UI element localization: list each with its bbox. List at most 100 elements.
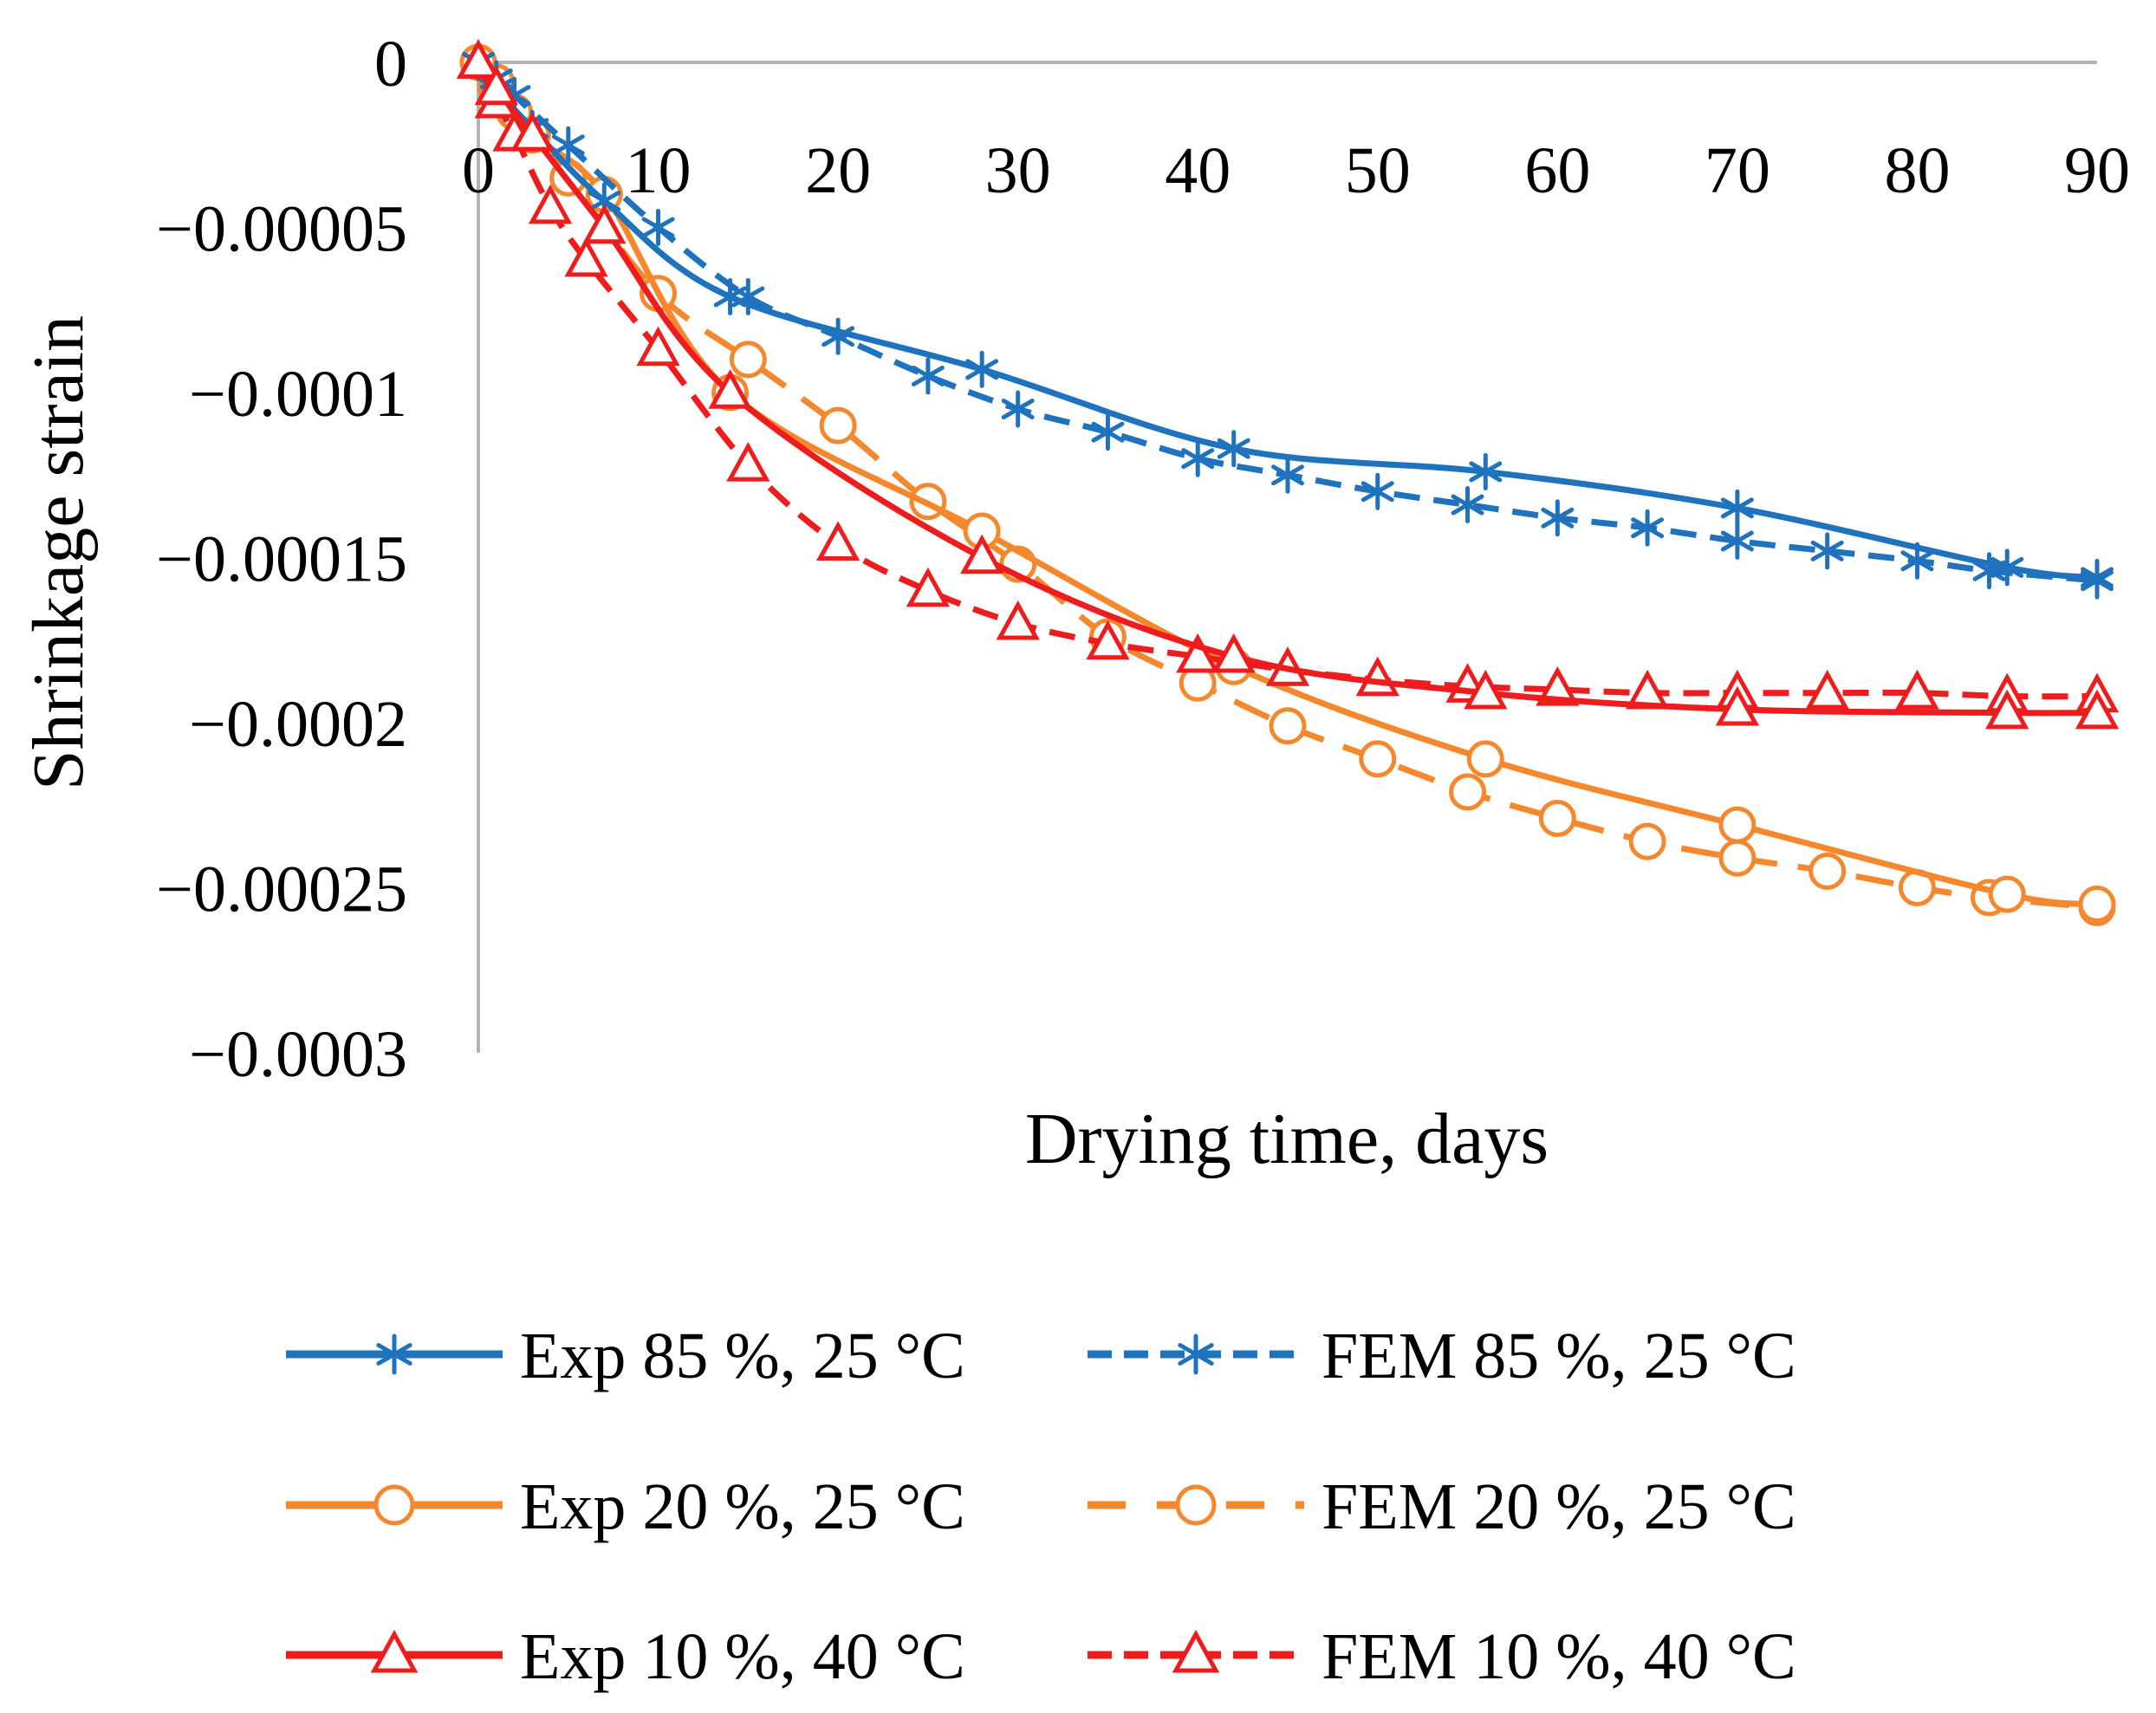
data-point <box>1271 456 1304 494</box>
data-point <box>1538 799 1576 837</box>
x-tick-label: 10 <box>626 134 692 207</box>
data-point <box>510 111 555 152</box>
data-point <box>1718 806 1757 844</box>
series-1 <box>462 43 2114 600</box>
series-0 <box>462 43 2114 596</box>
series-5 <box>456 39 2120 713</box>
y-tick-label: −0.00005 <box>156 193 407 266</box>
legend-label: Exp 10 %, 40 °C <box>520 1620 965 1693</box>
data-point <box>1217 430 1250 468</box>
legend-entry: FEM 20 %, 25 °C <box>1088 1470 1796 1543</box>
legend: Exp 85 %, 25 °C FEM 85 %, 25 °C Exp 20 %, … <box>286 1320 1796 1693</box>
legend-entry: Exp 20 %, 25 °C <box>286 1470 965 1543</box>
legend-label: Exp 20 %, 25 °C <box>520 1470 965 1543</box>
series-line <box>476 60 2098 584</box>
data-point <box>911 357 945 395</box>
data-point <box>1355 656 1399 697</box>
legend-entry: Exp 85 %, 25 °C <box>286 1320 965 1392</box>
data-point <box>1805 669 1849 710</box>
legend-marker <box>370 1629 419 1673</box>
x-tick-label: 70 <box>1705 134 1770 207</box>
legend-marker <box>373 1484 415 1526</box>
data-point <box>1464 669 1508 710</box>
data-point <box>474 65 518 106</box>
data-point <box>1091 413 1125 451</box>
legend-label: FEM 85 %, 25 °C <box>1322 1320 1796 1392</box>
data-point <box>1181 439 1215 477</box>
data-point <box>1631 509 1665 547</box>
legend-entry: FEM 85 %, 25 °C <box>1088 1320 1796 1392</box>
legend-label: Exp 85 %, 25 °C <box>520 1320 965 1392</box>
data-point <box>1176 633 1220 673</box>
data-point <box>1541 499 1575 537</box>
data-point <box>564 237 608 277</box>
data-point <box>1988 875 2026 913</box>
legend-entry: FEM 10 %, 40 °C <box>1088 1620 1796 1693</box>
x-axis-title: Drying time, days <box>1025 1099 1549 1179</box>
y-tick-label: −0.0001 <box>189 358 407 431</box>
data-point <box>960 534 1004 574</box>
data-point <box>1718 839 1757 877</box>
y-tick-label: −0.0003 <box>189 1018 407 1091</box>
data-point <box>1466 740 1504 778</box>
data-point <box>1469 452 1503 490</box>
x-tick-label: 80 <box>1884 134 1950 207</box>
legend-marker <box>1172 1629 1220 1673</box>
data-point <box>815 521 860 561</box>
data-point <box>1715 685 1760 726</box>
y-axis-title: Shrinkage strain <box>18 315 99 790</box>
data-point <box>1211 633 1256 673</box>
legend-label: FEM 10 %, 40 °C <box>1322 1620 1796 1693</box>
data-point <box>1451 486 1484 524</box>
data-point <box>1895 669 1939 710</box>
data-point <box>2078 886 2116 924</box>
data-point <box>582 204 627 244</box>
series-line <box>476 61 2098 581</box>
data-point <box>551 126 585 164</box>
data-point <box>1720 522 1754 560</box>
data-point <box>1628 822 1666 860</box>
y-tick-label: 0 <box>374 28 407 101</box>
x-tick-label: 50 <box>1345 134 1411 207</box>
data-point <box>965 350 999 388</box>
data-point <box>641 209 675 246</box>
data-point <box>1720 489 1754 527</box>
data-point <box>2075 689 2120 730</box>
data-point <box>1449 773 1487 811</box>
data-point <box>528 184 573 224</box>
data-point <box>1809 852 1847 890</box>
legend-marker <box>376 1333 412 1375</box>
series-line <box>476 60 2098 908</box>
data-point <box>636 326 680 367</box>
data-point <box>2081 558 2114 596</box>
x-tick-label: 0 <box>462 134 495 207</box>
series-line <box>476 61 2098 717</box>
data-point <box>1001 390 1035 428</box>
legend-marker <box>1178 1333 1214 1375</box>
data-point <box>819 406 857 444</box>
data-point <box>906 567 951 607</box>
series-layer <box>456 39 2120 926</box>
data-point <box>1086 620 1130 660</box>
data-point <box>1360 472 1394 510</box>
series-4 <box>456 39 2120 730</box>
legend-label: FEM 20 %, 25 °C <box>1322 1470 1796 1543</box>
axes: 0 10 20 30 40 50 60 70 80 90 0 −0.00005 −0.0001 −0.00… <box>156 28 2130 1091</box>
y-tick-label: −0.00015 <box>156 523 407 596</box>
data-point <box>708 369 752 409</box>
data-point <box>1985 689 2029 730</box>
x-tick-label: 30 <box>985 134 1051 207</box>
x-tick-label: 40 <box>1165 134 1231 207</box>
data-point <box>726 441 770 482</box>
legend-marker <box>1175 1484 1217 1526</box>
data-point <box>1269 707 1307 745</box>
y-tick-label: −0.00025 <box>156 853 407 926</box>
data-point <box>713 278 747 316</box>
data-point <box>1359 740 1397 778</box>
x-tick-label: 90 <box>2064 134 2130 207</box>
data-point <box>1810 532 1844 570</box>
data-point <box>1990 548 2024 587</box>
y-tick-label: −0.0002 <box>189 688 407 761</box>
data-point <box>729 341 767 379</box>
